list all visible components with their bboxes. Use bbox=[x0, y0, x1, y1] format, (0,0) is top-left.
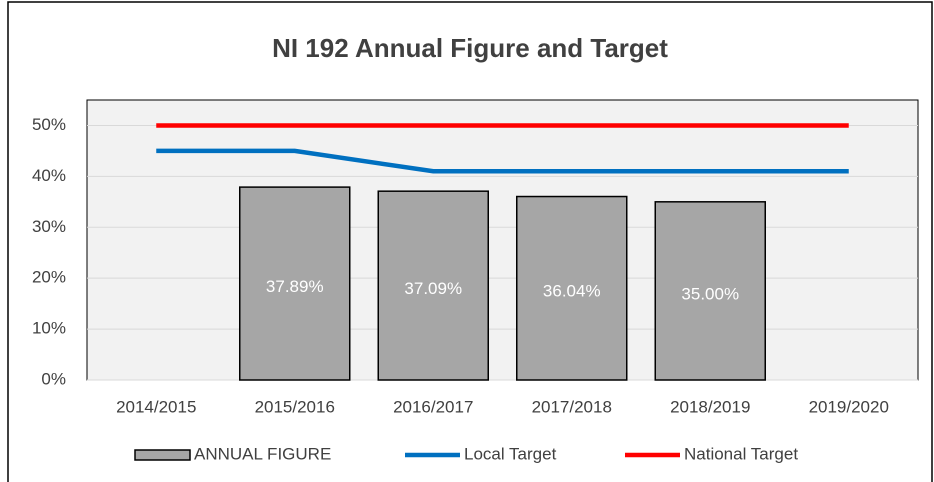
legend-swatch bbox=[134, 449, 191, 461]
chart-title: NI 192 Annual Figure and Target bbox=[272, 33, 668, 63]
y-tick-label: 30% bbox=[32, 217, 66, 236]
x-tick-label: 2016/2017 bbox=[393, 397, 473, 416]
bar bbox=[654, 201, 766, 381]
x-tick-label: 2015/2016 bbox=[255, 397, 335, 416]
legend-label: Local Target bbox=[464, 444, 557, 463]
bar bbox=[239, 186, 351, 381]
y-tick-label: 20% bbox=[32, 268, 66, 287]
chart-border bbox=[7, 1, 933, 482]
x-tick-label: 2014/2015 bbox=[116, 397, 196, 416]
x-tick-label: 2017/2018 bbox=[532, 397, 612, 416]
y-tick-label: 0% bbox=[41, 369, 66, 388]
bar bbox=[516, 195, 628, 381]
x-tick-label: 2018/2019 bbox=[670, 397, 750, 416]
legend-label: National Target bbox=[684, 444, 798, 463]
y-tick-label: 50% bbox=[32, 115, 66, 134]
y-tick-label: 40% bbox=[32, 166, 66, 185]
data-label: 37.89% bbox=[266, 277, 324, 296]
x-tick-label: 2019/2020 bbox=[809, 397, 889, 416]
legend-label: ANNUAL FIGURE bbox=[194, 444, 331, 463]
data-label: 36.04% bbox=[543, 282, 601, 301]
y-tick-label: 10% bbox=[32, 319, 66, 338]
plot-area bbox=[86, 99, 919, 381]
line bbox=[156, 148, 849, 174]
data-label: 35.00% bbox=[681, 284, 739, 303]
data-label: 37.09% bbox=[404, 279, 462, 298]
bar bbox=[377, 190, 489, 381]
